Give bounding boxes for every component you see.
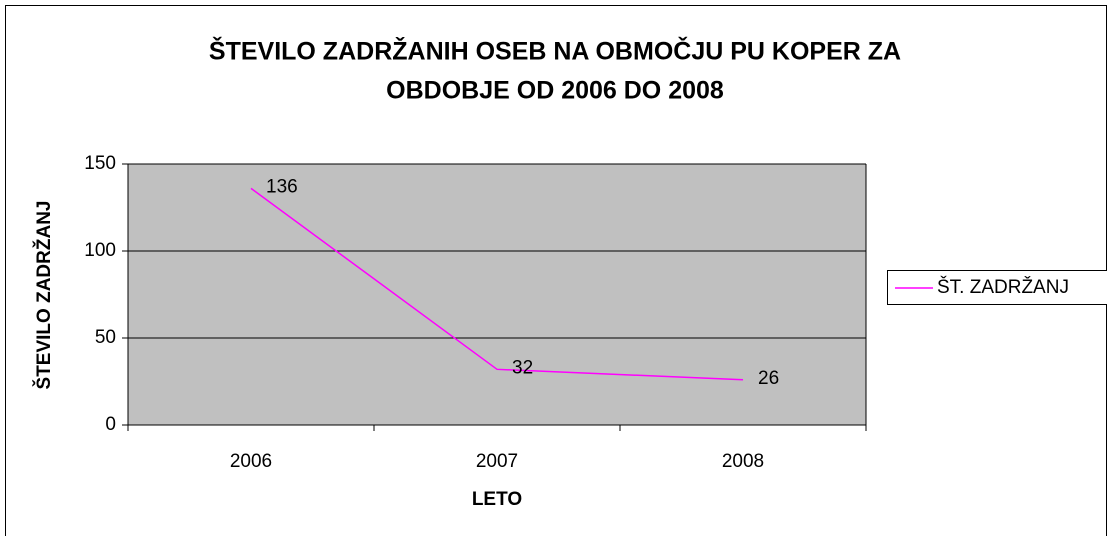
chart-title: ŠTEVILO ZADRŽANIH OSEB NA OBMOČJU PU KOP… [209, 36, 901, 66]
x-tick-label: 2008 [722, 451, 764, 472]
plot-area [128, 164, 866, 425]
data-label: 26 [758, 368, 779, 389]
y-tick-label: 50 [95, 327, 116, 348]
x-tick-label: 2006 [230, 451, 272, 472]
x-axis-title: LETO [472, 489, 522, 510]
y-axis-title: ŠTEVILO ZADRŽANJ [33, 201, 55, 390]
data-line [250, 187, 744, 381]
data-label: 136 [266, 176, 298, 197]
x-tick-label: 2007 [476, 451, 518, 472]
y-tick-label: 100 [84, 240, 116, 261]
y-tick-label: 0 [105, 414, 116, 435]
chart-title: OBDOBJE OD 2006 DO 2008 [386, 77, 724, 105]
y-tick-label: 150 [84, 153, 116, 174]
legend-label: ŠT. ZADRŽANJ [937, 276, 1069, 298]
data-label: 32 [512, 357, 533, 378]
